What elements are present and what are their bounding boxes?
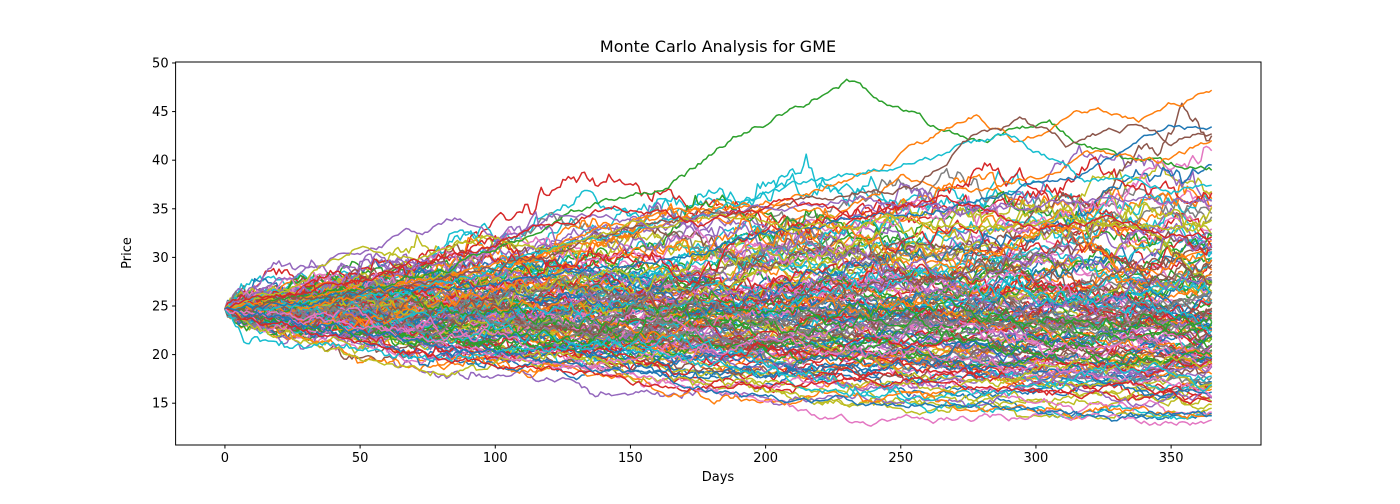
simulation-path bbox=[224, 139, 1213, 310]
axes: 0 50 100 150 200 250 300 350 15 20 25 30 35 40 45 50 bbox=[152, 56, 1262, 466]
simulation-path bbox=[224, 187, 1212, 313]
y-tick-label: 30 bbox=[152, 251, 169, 266]
x-tick-label: 50 bbox=[352, 451, 369, 466]
simulation-path bbox=[224, 211, 1212, 311]
simulation-path bbox=[224, 308, 1212, 398]
simulation-path bbox=[224, 102, 1213, 316]
simulation-path bbox=[224, 156, 1213, 310]
simulation-path bbox=[224, 289, 1212, 416]
simulation-path bbox=[224, 303, 1212, 420]
simulation-path bbox=[224, 308, 1213, 402]
x-tick-label: 100 bbox=[483, 451, 508, 466]
y-tick-label: 20 bbox=[152, 348, 169, 363]
y-tick-label: 40 bbox=[152, 154, 169, 169]
x-tick-label: 0 bbox=[221, 451, 229, 466]
simulation-path bbox=[224, 291, 1212, 385]
simulation-path bbox=[224, 218, 1213, 334]
y-tick-label: 25 bbox=[152, 299, 169, 314]
simulation-path bbox=[224, 124, 1213, 312]
simulation-path bbox=[224, 211, 1213, 318]
y-axis-label: Price bbox=[120, 237, 135, 269]
chart-title: Monte Carlo Analysis for GME bbox=[600, 37, 836, 56]
simulation-path bbox=[224, 78, 1213, 312]
x-axis-label: Days bbox=[702, 470, 735, 485]
simulation-path bbox=[224, 290, 1212, 374]
simulation-path bbox=[224, 308, 1213, 383]
x-tick-label: 300 bbox=[1024, 451, 1049, 466]
y-tick-label: 15 bbox=[152, 397, 169, 412]
simulation-path bbox=[224, 270, 1213, 355]
simulation-path bbox=[224, 308, 1212, 405]
y-tick-label: 45 bbox=[152, 105, 169, 120]
simulation-path bbox=[224, 285, 1213, 336]
y-tick-label: 35 bbox=[152, 202, 169, 217]
simulation-path bbox=[224, 213, 1213, 310]
x-tick-label: 350 bbox=[1159, 451, 1184, 466]
x-tick-label: 150 bbox=[618, 451, 643, 466]
y-tick-label: 50 bbox=[152, 56, 169, 71]
simulation-path bbox=[224, 285, 1213, 337]
x-tick-label: 200 bbox=[753, 451, 778, 466]
simulation-path bbox=[224, 194, 1213, 311]
simulation-path bbox=[224, 116, 1213, 313]
plot-border bbox=[175, 61, 1262, 446]
simulation-path bbox=[224, 306, 1212, 422]
simulation-path bbox=[224, 308, 1212, 394]
simulation-path bbox=[224, 295, 1213, 354]
x-tick-label: 250 bbox=[888, 451, 913, 466]
simulation-paths bbox=[224, 78, 1213, 427]
